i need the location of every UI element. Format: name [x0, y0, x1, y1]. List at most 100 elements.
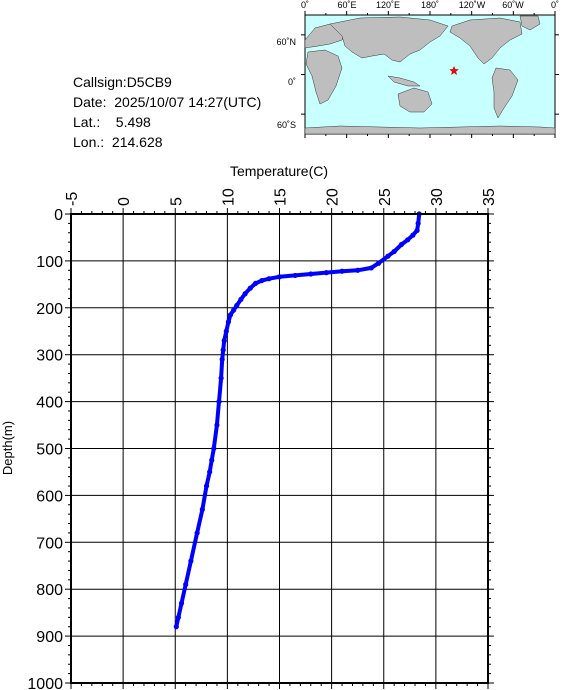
- data-point: [214, 422, 220, 428]
- data-point: [259, 277, 265, 284]
- map-lon-label: 120˚W: [459, 0, 486, 10]
- map-ticks: [301, 11, 559, 138]
- y-axis-title: Depth(m): [0, 421, 15, 475]
- plot-frame: [70, 213, 489, 684]
- data-point: [225, 319, 232, 325]
- data-point: [266, 276, 272, 282]
- data-point: [252, 280, 259, 287]
- x-axis-title: Temperature(C): [230, 163, 328, 179]
- data-point: [276, 274, 283, 280]
- y-tick-label: 0: [54, 207, 63, 224]
- data-point: [292, 272, 298, 279]
- data-point: [227, 312, 234, 318]
- asia-landmass: [329, 16, 449, 63]
- data-point: [247, 285, 253, 291]
- x-tick-label: 10: [220, 188, 237, 206]
- map-lat-label: 60˚S: [277, 120, 296, 130]
- data-point: [175, 614, 181, 620]
- data-point: [385, 253, 391, 259]
- longitude-label: Lon.: 214.628: [73, 134, 163, 150]
- data-point: [231, 307, 237, 313]
- map-land: [304, 15, 556, 135]
- station-marker: [449, 65, 459, 75]
- x-axis-tick-labels: -5 0 5 10 15 20 25 30 35: [64, 188, 498, 206]
- data-point: [216, 399, 222, 405]
- x-tick-label: 25: [377, 188, 394, 206]
- data-point: [173, 624, 179, 630]
- data-point: [223, 328, 229, 334]
- world-map: 0˚ 60˚E 120˚E 180˚ 120˚W 60˚W 0˚ 60˚N 0˚…: [276, 0, 559, 138]
- africa-landmass: [305, 49, 343, 105]
- x-tick-label: -5: [64, 192, 81, 206]
- map-lon-label: 0˚: [551, 0, 559, 10]
- y-tick-label: 100: [36, 254, 63, 271]
- europe-landmass: [304, 23, 346, 49]
- y-tick-label: 200: [36, 301, 63, 318]
- temperature-depth-chart: -5 0 5 10 15 20 25 30 35 01002003004005006007008…: [0, 163, 498, 690]
- x-tick-label: 20: [325, 188, 342, 206]
- y-tick-label: 900: [36, 629, 63, 646]
- latitude-label: Lat.: 5.498: [73, 114, 151, 130]
- data-point: [415, 220, 421, 226]
- data-point: [323, 270, 330, 276]
- y-tick-label: 600: [36, 488, 63, 505]
- data-point: [414, 227, 420, 234]
- x-tick-label: 35: [481, 188, 498, 206]
- data-point: [199, 506, 205, 513]
- x-tick-label: 0: [116, 197, 133, 206]
- y-tick-label: 500: [36, 442, 63, 459]
- data-point: [238, 296, 244, 302]
- map-latitude-labels: 60˚N 0˚ 60˚S: [276, 37, 296, 130]
- y-tick-label: 300: [36, 348, 63, 365]
- map-lat-label: 60˚N: [276, 37, 296, 47]
- x-tick-label: 15: [273, 188, 290, 206]
- y-tick-label: 800: [36, 582, 63, 599]
- data-point: [220, 347, 226, 353]
- x-tick-label: 5: [168, 197, 185, 206]
- data-point: [355, 267, 361, 273]
- greenland-landmass: [519, 15, 541, 31]
- data-point: [188, 558, 194, 564]
- date-label: Date: 2025/10/07 14:27(UTC): [73, 94, 262, 110]
- data-point: [219, 356, 225, 362]
- y-tick-label: 400: [36, 395, 63, 412]
- y-tick-label: 1000: [27, 676, 63, 690]
- data-point: [405, 237, 411, 243]
- australia-landmass: [397, 87, 433, 113]
- data-point: [203, 483, 210, 489]
- map-lon-label: 0˚: [301, 0, 309, 10]
- data-point: [207, 469, 213, 475]
- map-lon-label: 60˚E: [337, 0, 356, 10]
- y-tick-label: 700: [36, 535, 63, 552]
- callsign-label: Callsign:D5CB9: [73, 74, 172, 90]
- data-point: [211, 445, 217, 452]
- data-point: [339, 268, 345, 274]
- north-america-landmass: [449, 17, 523, 65]
- map-lat-label: 0˚: [288, 77, 296, 87]
- data-point: [209, 457, 215, 463]
- data-point: [398, 241, 405, 248]
- data-point: [410, 232, 416, 238]
- indonesia-landmass: [387, 75, 421, 87]
- map-lon-label: 120˚E: [376, 0, 400, 10]
- data-point: [375, 260, 382, 266]
- map-lon-label: 180˚: [421, 0, 439, 10]
- x-tick-label: 30: [429, 188, 446, 206]
- data-point: [308, 271, 314, 277]
- data-point: [194, 530, 200, 536]
- data-point: [242, 291, 248, 297]
- data-point: [218, 375, 224, 381]
- data-point: [178, 600, 185, 606]
- map-longitude-labels: 0˚ 60˚E 120˚E 180˚ 120˚W 60˚W 0˚: [301, 0, 559, 10]
- data-point: [221, 338, 227, 344]
- temperature-series: [173, 211, 422, 630]
- data-point: [391, 248, 397, 255]
- y-axis-tick-labels: 0 100 200 300 400 500 600 700 800 900 1000: [27, 207, 63, 690]
- map-lon-label: 60˚W: [502, 0, 524, 10]
- south-america-landmass: [491, 67, 519, 119]
- data-point: [183, 581, 189, 588]
- temperature-line: [174, 212, 422, 629]
- data-point: [234, 302, 240, 309]
- chart-grid: [70, 213, 489, 684]
